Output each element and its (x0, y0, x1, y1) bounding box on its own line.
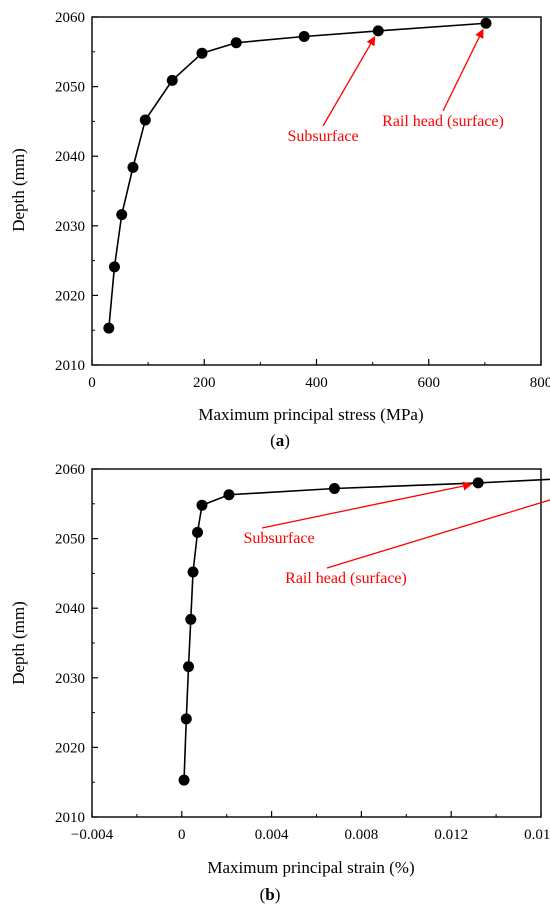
chart-b-ytick-label: 2010 (55, 810, 85, 826)
chart-b-data-point (178, 774, 190, 786)
chart-b-data-point (472, 477, 484, 489)
chart-a-ylabel: Depth (mm) (9, 148, 28, 232)
chart-a-annotation-label: Rail head (surface) (382, 113, 504, 130)
chart-b-data-point (223, 489, 235, 501)
chart-a-ytick-label: 2030 (55, 219, 85, 235)
chart-a-data-point (166, 74, 178, 86)
chart-b-data-point (180, 713, 192, 725)
chart-b-annotation-label: Rail head (surface) (285, 570, 407, 587)
chart-b-ytick-label: 2050 (55, 532, 85, 548)
chart-a: Depth (mm) Maximum principal stress (MPa… (9, 10, 550, 450)
chart-a-ytick-label: 2050 (55, 80, 85, 96)
chart-a-xlabel: Maximum principal stress (MPa) (198, 405, 423, 424)
chart-a-ytick-label: 2020 (55, 288, 85, 304)
chart-b-series-line (183, 478, 550, 781)
chart-a-xtick-label: 0 (88, 375, 96, 391)
chart-b-annotation-arrow (326, 499, 550, 569)
chart-a-data-point (372, 25, 384, 37)
chart-b-data-point (185, 613, 197, 625)
chart-b-xtick-label: 0.012 (434, 827, 468, 843)
chart-b-ytick-label: 2040 (55, 601, 85, 617)
chart-a-xtick-label: 800 (530, 375, 550, 391)
chart-b-xlabel: Maximum principal strain (%) (207, 858, 414, 877)
chart-a-data-point (480, 17, 492, 29)
chart-a-annotation-label: Subsurface (287, 128, 358, 145)
chart-b-panel-label: (b) (260, 885, 281, 904)
chart-b-ytick-label: 2060 (55, 462, 85, 478)
chart-b-annotation-arrow (261, 481, 473, 529)
chart-b-data-point (192, 526, 204, 538)
chart-b-xtick-label: 0 (178, 827, 186, 843)
chart-b-xtick-label: 0.004 (255, 827, 289, 843)
chart-a-data-point (139, 114, 151, 126)
chart-a-data-point (116, 209, 128, 221)
chart-a-annotation-arrow (442, 28, 484, 112)
chart-b-data-point (196, 499, 208, 511)
chart-a-ytick-label: 2040 (55, 149, 85, 165)
chart-a-data-point (103, 322, 115, 334)
chart-a-xtick-label: 400 (305, 375, 328, 391)
chart-b-data-point (183, 661, 195, 673)
chart-b: Depth (mm) Maximum principal strain (%) … (9, 462, 550, 904)
chart-b-data-point (187, 566, 199, 578)
chart-a-data-point (230, 37, 242, 49)
chart-b-annotation-label: Subsurface (243, 530, 314, 547)
chart-a-series-line (108, 22, 487, 329)
chart-a-plot-frame (91, 16, 542, 366)
chart-a-data-point (127, 161, 139, 173)
chart-a-data-point (298, 30, 310, 42)
chart-b-plot-frame (91, 468, 542, 818)
chart-b-ytick-label: 2020 (55, 740, 85, 756)
chart-b-ytick-label: 2030 (55, 671, 85, 687)
chart-a-data-point (108, 261, 120, 273)
chart-b-xtick-label: 0.016 (524, 827, 550, 843)
chart-a-ytick-label: 2010 (55, 358, 85, 374)
chart-a-xtick-label: 200 (193, 375, 216, 391)
chart-a-xtick-label: 600 (418, 375, 441, 391)
chart-a-ytick-label: 2060 (55, 10, 85, 26)
chart-b-xtick-label: −0.004 (71, 827, 114, 843)
chart-a-annotation-arrow (322, 36, 376, 127)
chart-b-ylabel: Depth (mm) (9, 601, 28, 685)
chart-a-data-point (196, 47, 208, 59)
chart-b-xtick-label: 0.008 (345, 827, 379, 843)
chart-a-panel-label: (a) (270, 431, 290, 450)
chart-b-data-point (328, 482, 340, 494)
